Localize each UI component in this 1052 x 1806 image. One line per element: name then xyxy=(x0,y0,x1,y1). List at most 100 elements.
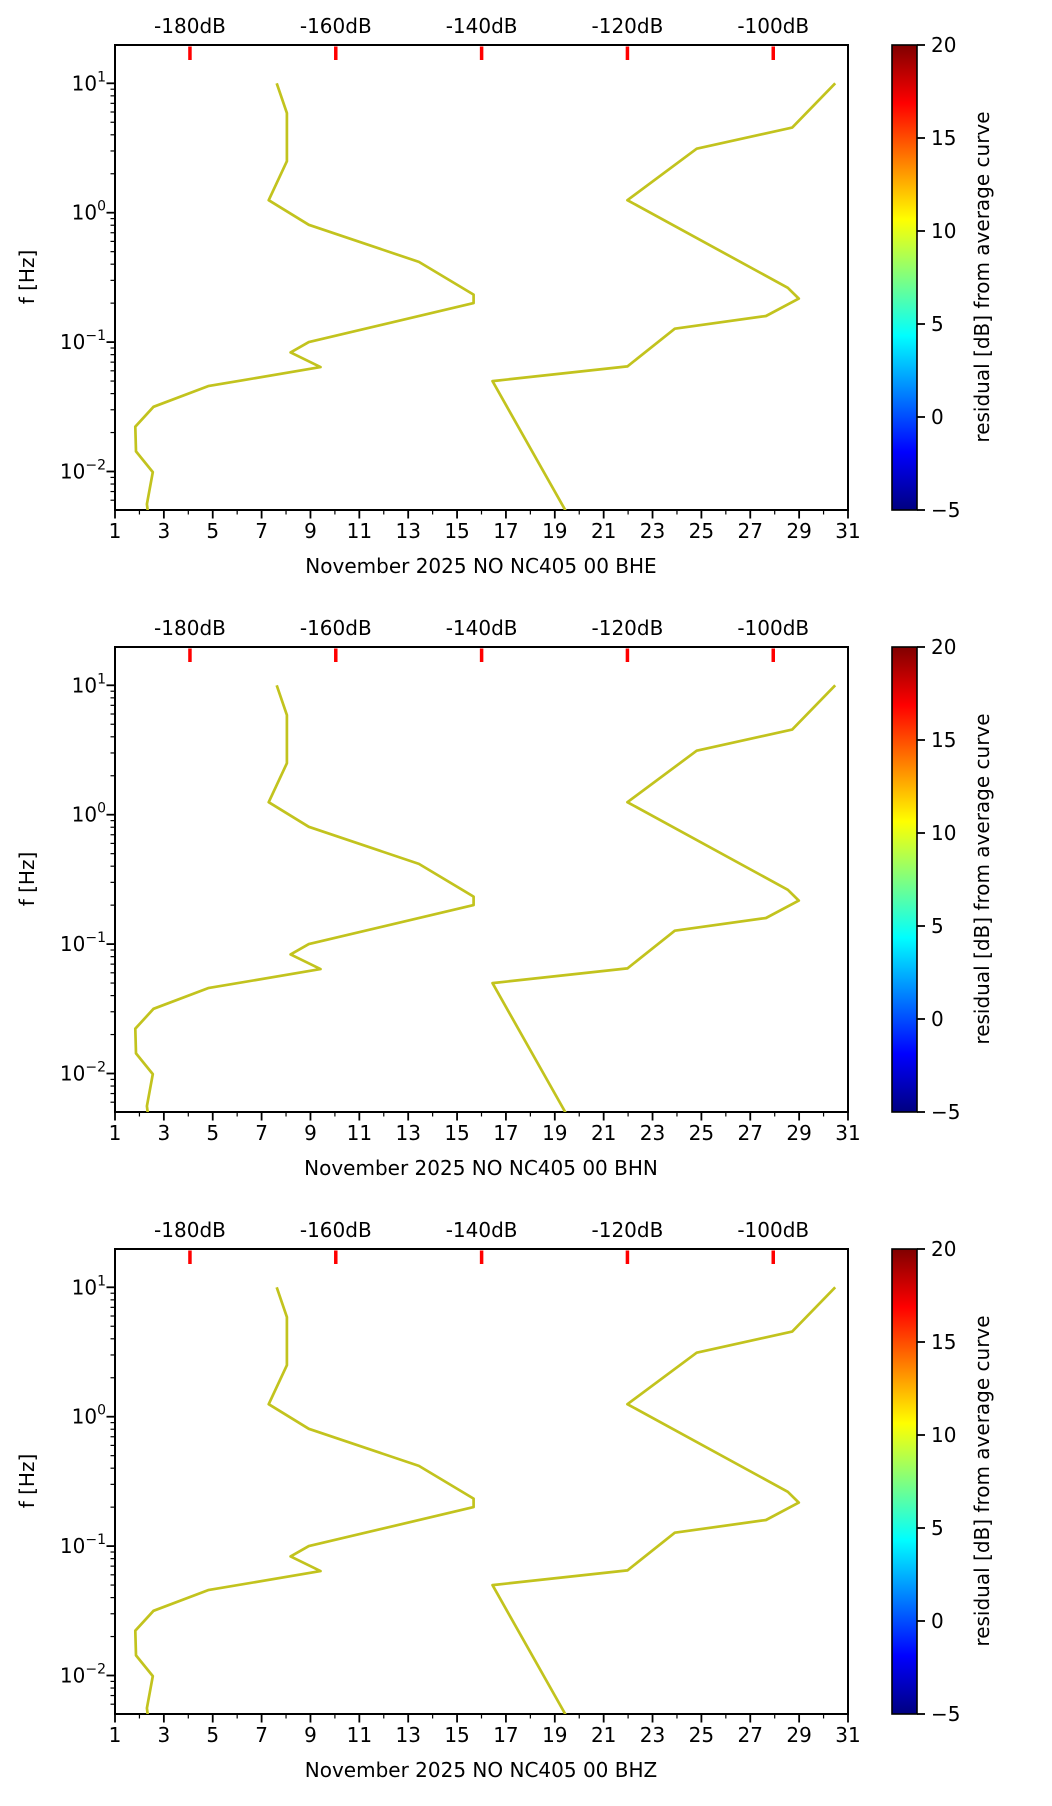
y-axis-tick-label: 100 xyxy=(72,801,106,827)
low-noise-model-curve xyxy=(133,684,475,1112)
x-axis-tick-label: 3 xyxy=(157,1723,170,1747)
colorbar-label-bhe: residual [dB] from average curve xyxy=(970,111,994,443)
x-axis-tick-label: 11 xyxy=(347,1723,372,1747)
top-axis-db-label: -140dB xyxy=(446,14,518,38)
y-axis-tick-label: 10−1 xyxy=(60,930,106,956)
colorbar-gradient xyxy=(892,45,917,510)
y-axis-tick-label: 101 xyxy=(72,69,106,95)
top-axis-db-label: -120dB xyxy=(592,14,664,38)
colorbar-tick-label: 15 xyxy=(931,1330,956,1354)
colorbar-tick-label: −5 xyxy=(931,1702,960,1726)
x-axis-tick-label: 9 xyxy=(304,519,317,543)
x-axis-tick-label: 5 xyxy=(206,519,219,543)
colorbar-label-bhn: residual [dB] from average curve xyxy=(970,713,994,1045)
subplot-bhz: 1 3 5 7 9 11 13 15 17 19 21 23 25 27 29 3110110010−110−… xyxy=(60,1218,961,1747)
x-axis-tick-label: 7 xyxy=(255,1723,268,1747)
x-axis-tick-label: 13 xyxy=(395,1121,420,1145)
axes-frame xyxy=(114,44,849,511)
x-axis-tick-label: 15 xyxy=(444,519,469,543)
colorbar-tick-label: 15 xyxy=(931,126,956,150)
x-axis-tick-label: 13 xyxy=(395,1723,420,1747)
x-axis-tick-label: 25 xyxy=(689,519,714,543)
x-axis-tick-label: 5 xyxy=(206,1121,219,1145)
x-axis-tick-label: 21 xyxy=(591,1121,616,1145)
x-axis-tick-label: 1 xyxy=(109,519,122,543)
y-axis-tick-label: 10−2 xyxy=(60,458,106,484)
colorbar-tick-label: 20 xyxy=(931,635,956,659)
y-axis-label-bhn: f [Hz] xyxy=(15,851,39,907)
x-axis-tick-label: 11 xyxy=(347,1121,372,1145)
x-axis-tick-label: 9 xyxy=(304,1723,317,1747)
top-axis-db-label: -160dB xyxy=(300,14,372,38)
top-axis-db-label: -120dB xyxy=(592,616,664,640)
x-axis-tick-label: 31 xyxy=(835,1121,860,1145)
x-axis-tick-label: 21 xyxy=(591,519,616,543)
colorbar-frame xyxy=(891,646,918,1113)
top-axis-db-label: -120dB xyxy=(592,1218,664,1242)
subplot-bhe: 1 3 5 7 9 11 13 15 17 19 21 23 25 27 29 3110110010−110−… xyxy=(60,14,961,543)
colorbar-label-bhz: residual [dB] from average curve xyxy=(970,1315,994,1647)
x-axis-tick-label: 25 xyxy=(689,1121,714,1145)
colorbar-tick-label: −5 xyxy=(931,498,960,522)
y-axis-tick-label: 100 xyxy=(72,199,106,225)
y-axis-tick-label: 100 xyxy=(72,1403,106,1429)
low-noise-model-curve xyxy=(133,82,475,510)
colorbar-gradient xyxy=(892,647,917,1112)
colorbar-tick-label: 20 xyxy=(931,33,956,57)
x-axis-tick-label: 9 xyxy=(304,1121,317,1145)
x-axis-tick-label: 3 xyxy=(157,519,170,543)
colorbar-frame xyxy=(891,1248,918,1715)
y-axis-tick-label: 10−2 xyxy=(60,1060,106,1086)
x-axis-tick-label: 29 xyxy=(786,1121,811,1145)
x-axis-tick-label: 31 xyxy=(835,1723,860,1747)
x-axis-title-bhz: November 2025 NO NC405 00 BHZ xyxy=(304,1758,658,1782)
x-axis-tick-label: 3 xyxy=(157,1121,170,1145)
top-axis-db-label: -140dB xyxy=(446,1218,518,1242)
high-noise-model-curve xyxy=(491,1286,837,1714)
colorbar-tick-label: 5 xyxy=(931,312,944,336)
low-noise-model-curve xyxy=(133,1286,475,1714)
x-axis-tick-label: 17 xyxy=(493,519,518,543)
colorbar-tick-label: 0 xyxy=(931,1609,944,1633)
x-axis-tick-label: 23 xyxy=(640,519,665,543)
x-axis-tick-label: 13 xyxy=(395,519,420,543)
colorbar-tick-label: 10 xyxy=(931,821,956,845)
x-axis-tick-label: 7 xyxy=(255,1121,268,1145)
high-noise-model-curve xyxy=(491,684,837,1112)
y-axis-tick-label: 101 xyxy=(72,671,106,697)
x-axis-tick-label: 5 xyxy=(206,1723,219,1747)
top-axis-db-label: -100dB xyxy=(737,1218,809,1242)
colorbar-tick-label: 10 xyxy=(931,1423,956,1447)
colorbar-frame xyxy=(891,44,918,511)
y-axis-label-bhz: f [Hz] xyxy=(15,1453,39,1509)
top-axis-db-label: -100dB xyxy=(737,14,809,38)
x-axis-tick-label: 23 xyxy=(640,1121,665,1145)
colorbar-tick-label: 10 xyxy=(931,219,956,243)
top-axis-db-label: -100dB xyxy=(737,616,809,640)
subplot-bhn: 1 3 5 7 9 11 13 15 17 19 21 23 25 27 29 3110110010−110−… xyxy=(60,616,961,1145)
y-axis-label-bhe: f [Hz] xyxy=(15,249,39,305)
x-axis-tick-label: 1 xyxy=(109,1723,122,1747)
x-axis-tick-label: 27 xyxy=(738,1121,763,1145)
x-axis-tick-label: 31 xyxy=(835,519,860,543)
axes-frame xyxy=(114,646,849,1113)
x-axis-tick-label: 19 xyxy=(542,519,567,543)
colorbar-tick-label: 0 xyxy=(931,405,944,429)
top-axis-db-label: -180dB xyxy=(154,14,226,38)
x-axis-tick-label: 15 xyxy=(444,1723,469,1747)
x-axis-tick-label: 11 xyxy=(347,519,372,543)
colorbar-tick-label: 5 xyxy=(931,914,944,938)
x-axis-tick-label: 25 xyxy=(689,1723,714,1747)
top-axis-db-label: -180dB xyxy=(154,616,226,640)
colorbar-tick-label: 15 xyxy=(931,728,956,752)
high-noise-model-curve xyxy=(491,82,837,510)
x-axis-tick-label: 29 xyxy=(786,519,811,543)
colorbar-tick-label: 5 xyxy=(931,1516,944,1540)
x-axis-tick-label: 1 xyxy=(109,1121,122,1145)
x-axis-title-bhn: November 2025 NO NC405 00 BHN xyxy=(304,1156,658,1180)
top-axis-db-label: -160dB xyxy=(300,1218,372,1242)
colorbar-tick-label: 20 xyxy=(931,1237,956,1261)
x-axis-tick-label: 29 xyxy=(786,1723,811,1747)
x-axis-tick-label: 23 xyxy=(640,1723,665,1747)
